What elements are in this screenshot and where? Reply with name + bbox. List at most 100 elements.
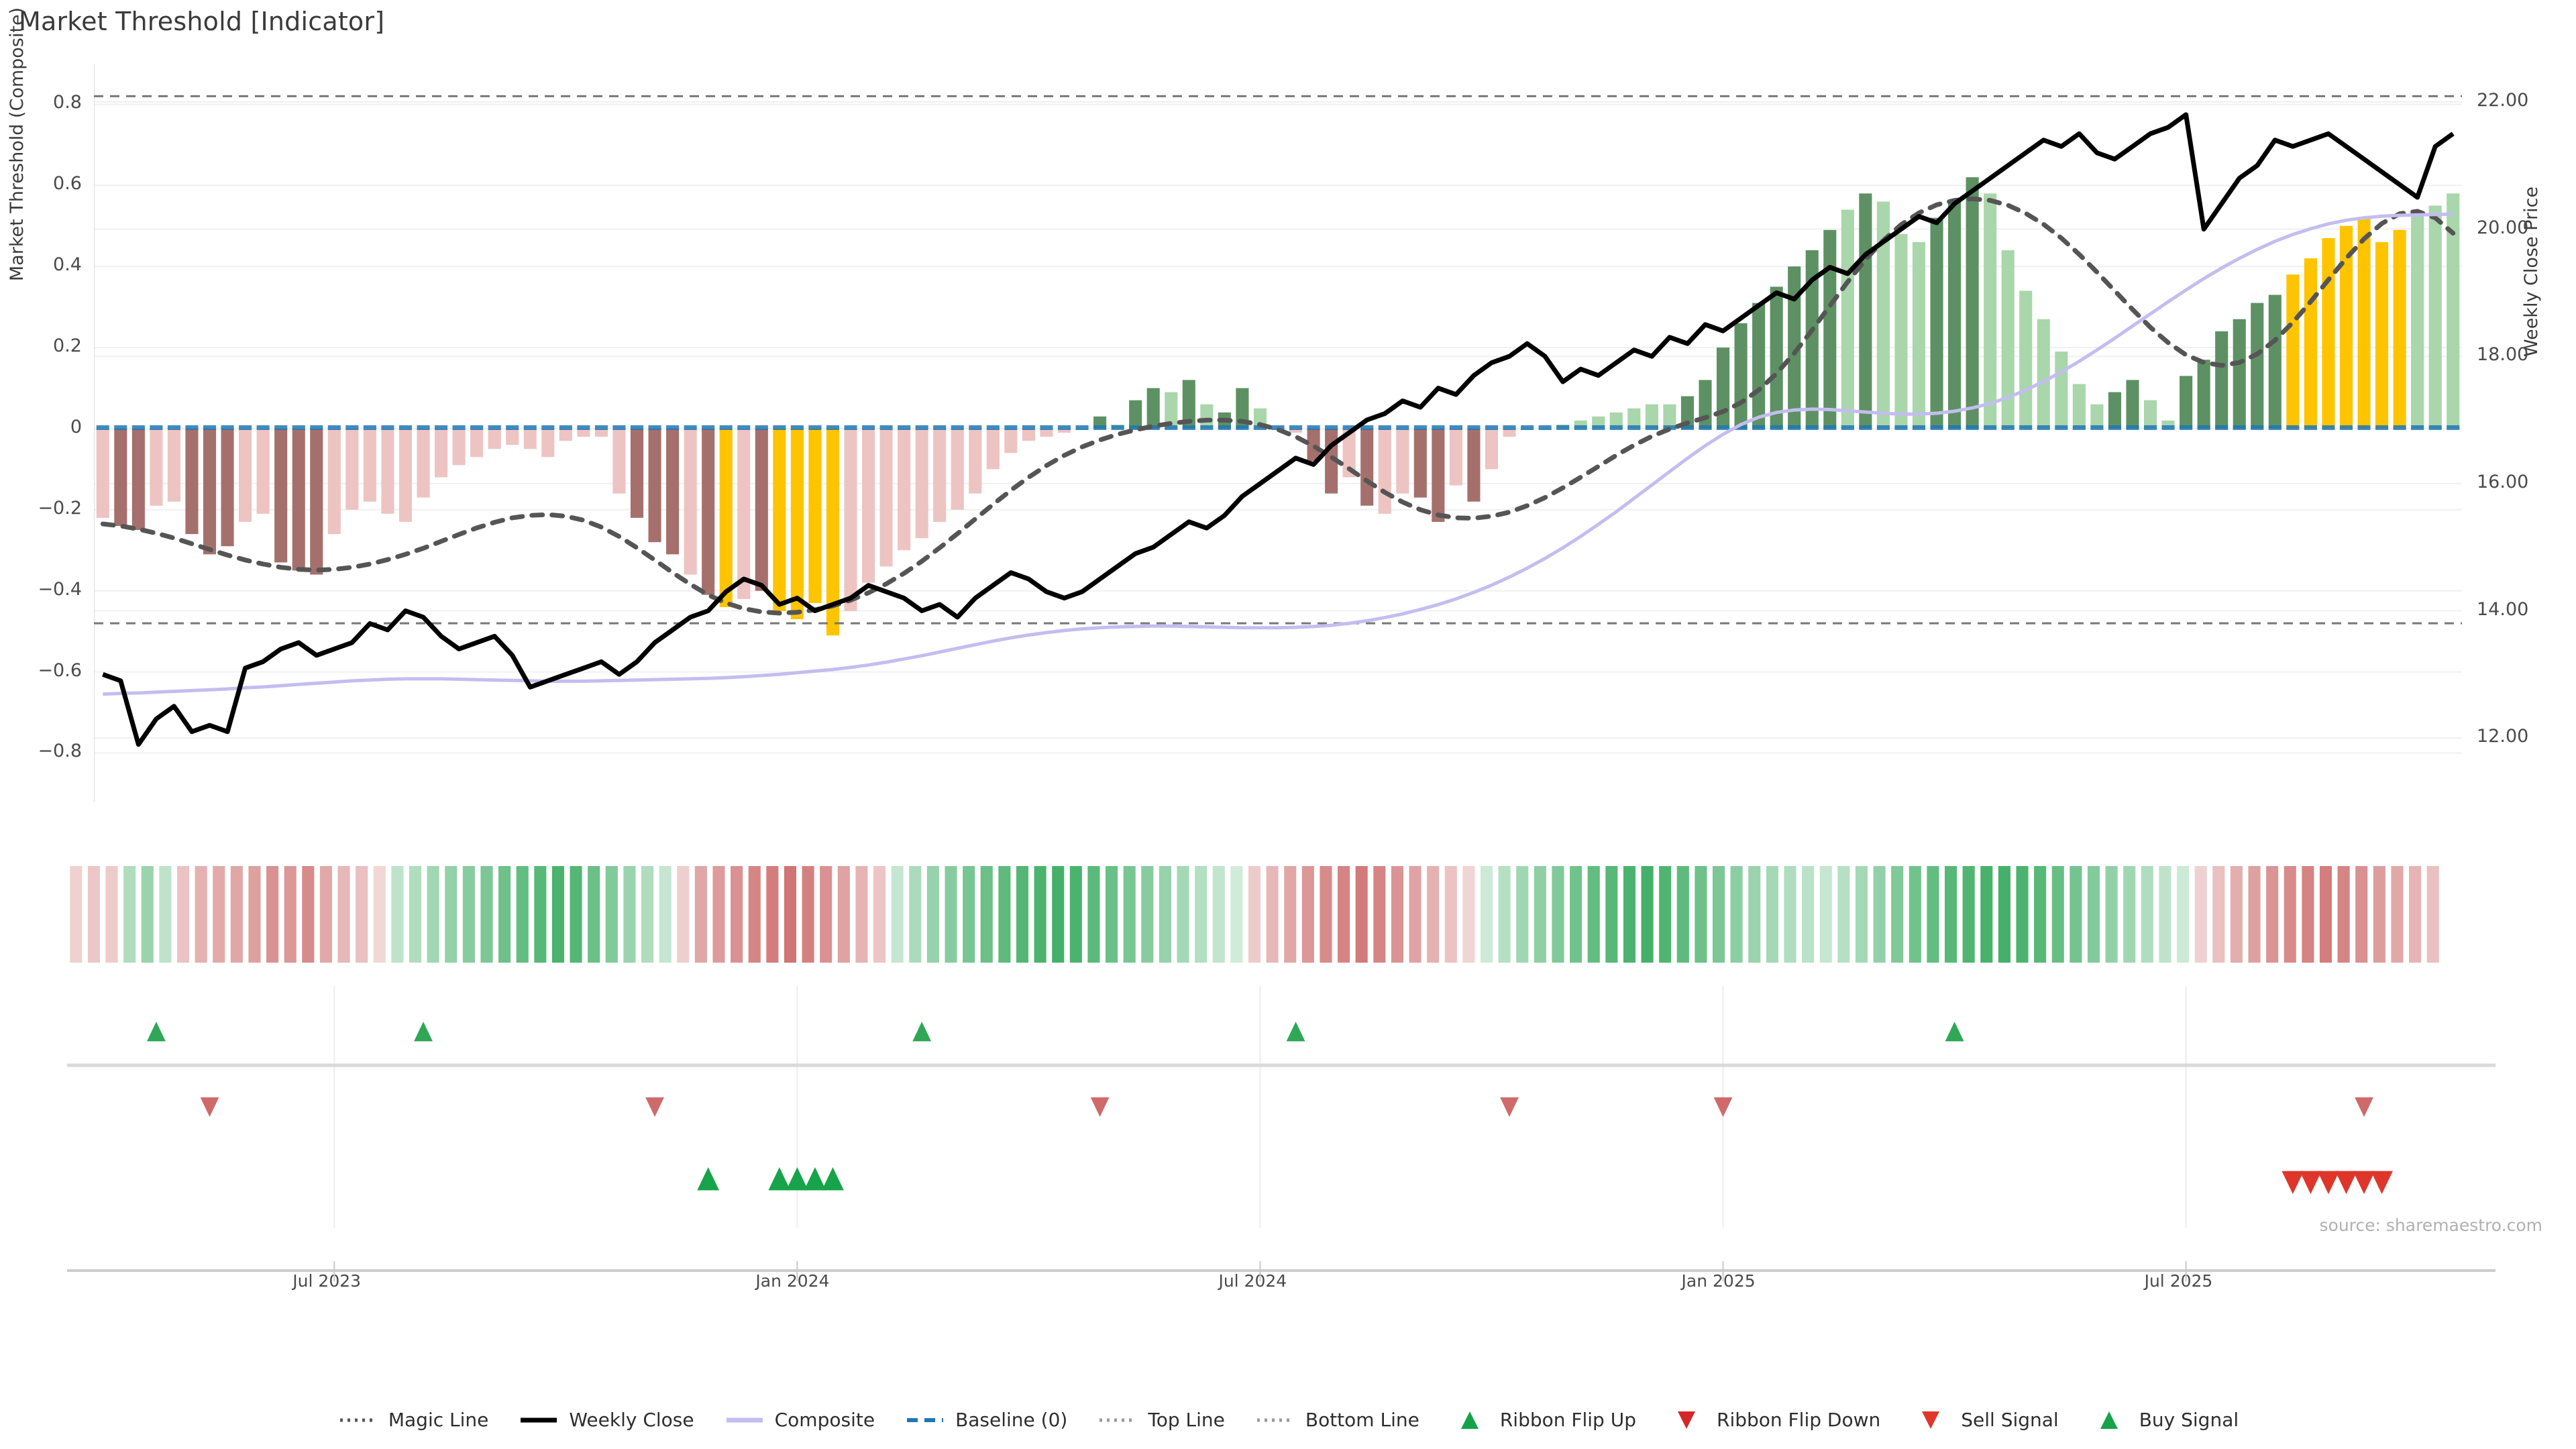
ribbon-cell xyxy=(2087,866,2100,963)
ribbon-cell xyxy=(1534,866,1546,963)
legend-label: Ribbon Flip Up xyxy=(1499,1409,1636,1431)
legend-item[interactable]: Buy Signal xyxy=(2088,1409,2239,1431)
ribbon-cell xyxy=(731,866,743,963)
ribbon-cell xyxy=(1052,866,1065,963)
legend-item[interactable]: Baseline (0) xyxy=(904,1409,1067,1431)
ribbon-cell xyxy=(498,866,511,963)
x-axis xyxy=(67,1261,2496,1308)
y-axis-left-label: Market Threshold (Composite) xyxy=(7,7,28,282)
ribbon-cell xyxy=(2194,866,2207,963)
legend-dotted-line-icon xyxy=(339,1418,376,1421)
ribbon-cell xyxy=(1462,866,1475,963)
ribbon-cell xyxy=(1998,866,2010,963)
ribbon-cell xyxy=(1784,866,1796,963)
ribbon-cell xyxy=(213,866,225,963)
ribbon-cell xyxy=(123,866,136,963)
buy-signal-marker xyxy=(786,1167,808,1191)
ribbon-cell xyxy=(356,866,368,963)
ribbon-cell xyxy=(837,866,850,963)
sell-signal-marker xyxy=(2353,1171,2375,1194)
y-tick-right: 16.00 xyxy=(2477,471,2529,492)
legend-item[interactable]: Composite xyxy=(724,1409,875,1431)
legend-label: Top Line xyxy=(1148,1409,1225,1431)
y-tick-right: 12.00 xyxy=(2477,726,2529,747)
ribbon-cell xyxy=(1944,866,1957,963)
ribbon-cell xyxy=(873,866,886,963)
ribbon-cell xyxy=(516,866,529,963)
ribbon-cell xyxy=(1837,866,1850,963)
legend-label: Weekly Close xyxy=(569,1409,694,1431)
ribbon-cell xyxy=(2284,866,2296,963)
ribbon-cell xyxy=(891,866,904,963)
ribbon-cell xyxy=(677,866,690,963)
ribbon-cell xyxy=(1909,866,1921,963)
ribbon-cell xyxy=(588,866,600,963)
ribbon-cell xyxy=(2123,866,2136,963)
ribbon-cell xyxy=(1659,866,1672,963)
x-tick: Jan 2025 xyxy=(1681,1271,1756,1291)
ribbon-flip-down-marker xyxy=(1500,1097,1519,1117)
legend-dotted-line-icon xyxy=(1099,1418,1136,1421)
y-tick-left: 0.6 xyxy=(53,173,82,195)
ribbon-cell xyxy=(427,866,439,963)
legend-dashed-line-icon xyxy=(907,1417,944,1422)
ribbon-cell xyxy=(1855,866,1868,963)
y-tick-left: 0 xyxy=(70,416,82,437)
ribbon-cell xyxy=(1498,866,1511,963)
legend-item[interactable]: Ribbon Flip Down xyxy=(1666,1409,1880,1431)
ribbon-cell xyxy=(2373,866,2385,963)
y-tick-left: 0.8 xyxy=(53,92,82,113)
legend-item[interactable]: Top Line xyxy=(1097,1409,1225,1431)
ribbon-cell xyxy=(1980,866,1993,963)
legend-label: Baseline (0) xyxy=(955,1409,1068,1431)
buy-signal-marker xyxy=(768,1167,791,1191)
ribbon-cell xyxy=(1427,866,1440,963)
ribbon-cell xyxy=(302,866,315,963)
ribbon-flip-down-marker xyxy=(645,1097,664,1117)
ribbon-flip-up-marker xyxy=(1945,1022,1964,1042)
ribbon-cell xyxy=(141,866,154,963)
ribbon-cell xyxy=(1123,866,1136,963)
ribbon-cell xyxy=(105,866,118,963)
y-tick-left: 0.4 xyxy=(53,254,82,276)
ribbon-cell xyxy=(159,866,172,963)
ribbon-cell xyxy=(1320,866,1332,963)
ribbon-cell xyxy=(2355,866,2368,963)
ribbon-cell xyxy=(1891,866,1904,963)
legend-item[interactable]: Ribbon Flip Up xyxy=(1449,1409,1636,1431)
ribbon-cell xyxy=(2302,866,2314,963)
ribbon-cell xyxy=(319,866,332,963)
ribbon-cell xyxy=(1301,866,1314,963)
ribbon-cell xyxy=(766,866,779,963)
ribbon-cell xyxy=(1480,866,1493,963)
ribbon-cell xyxy=(1195,866,1208,963)
y-tick-right: 14.00 xyxy=(2477,598,2529,620)
ribbon-cell xyxy=(2105,866,2118,963)
x-tick: Jul 2023 xyxy=(292,1271,362,1291)
y-tick-right: 18.00 xyxy=(2477,344,2529,366)
ribbon-flip-up-marker xyxy=(146,1022,166,1042)
legend-item[interactable]: Weekly Close xyxy=(518,1409,694,1431)
ribbon-flip-down-marker xyxy=(2355,1097,2373,1117)
ribbon-cell xyxy=(1409,866,1421,963)
ribbon-cell xyxy=(480,866,493,963)
ribbon-cell xyxy=(2426,866,2439,963)
ribbon-cell xyxy=(1962,866,1975,963)
ribbon-cell xyxy=(248,866,261,963)
legend-item[interactable]: Bottom Line xyxy=(1254,1409,1419,1431)
ribbon-cell xyxy=(1516,866,1529,963)
legend-triangle-up-icon xyxy=(1460,1411,1479,1429)
ribbon-cell xyxy=(1730,866,1743,963)
ribbon-cell xyxy=(1355,866,1368,963)
ribbon-flip-up-marker xyxy=(1286,1022,1305,1042)
ribbon-cell xyxy=(230,866,243,963)
ribbon-cell xyxy=(1819,866,1832,963)
ribbon-cell xyxy=(1338,866,1350,963)
legend-label: Sell Signal xyxy=(1961,1409,2059,1431)
legend-item[interactable]: Sell Signal xyxy=(1910,1409,2059,1431)
ribbon-cell xyxy=(1873,866,1886,963)
legend-item[interactable]: Magic Line xyxy=(337,1409,488,1431)
ribbon-cell xyxy=(462,866,475,963)
ribbon-cell xyxy=(87,866,100,963)
x-tick: Jul 2024 xyxy=(1218,1271,1287,1291)
